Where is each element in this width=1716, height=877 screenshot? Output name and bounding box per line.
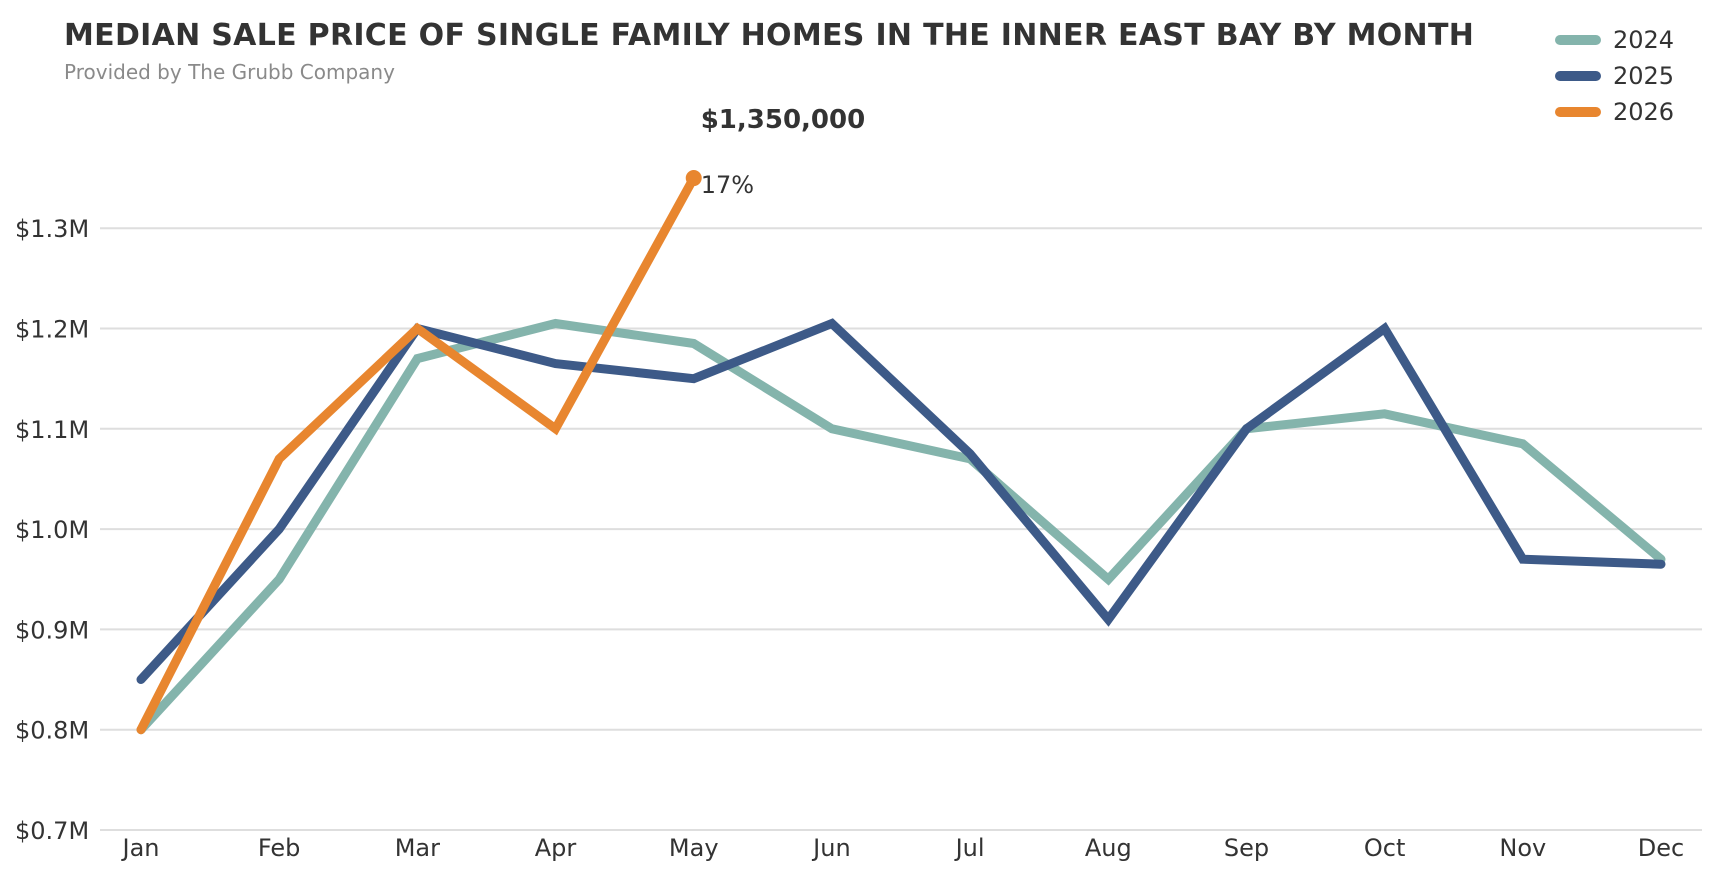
x-tick-label: May (669, 834, 719, 862)
y-tick-label: $0.8M (15, 717, 89, 745)
y-tick-label: $1.2M (15, 316, 89, 344)
x-tick-label: Jun (811, 834, 851, 862)
x-axis-tick-labels: Jan Feb Mar Apr May Jun Jul Aug Sep Oct Nov Dec (121, 834, 1685, 862)
x-tick-label: Mar (395, 834, 440, 862)
chart-title: MEDIAN SALE PRICE OF SINGLE FAMILY HOMES… (64, 18, 1475, 53)
x-tick-label: Apr (535, 834, 577, 862)
y-tick-label: $1.0M (15, 516, 89, 544)
series-lines (136, 170, 1666, 735)
y-tick-label: $1.3M (15, 215, 89, 243)
legend-swatch-2025 (1555, 71, 1601, 81)
series-line-2025 (136, 318, 1666, 684)
legend-swatch-2024 (1555, 35, 1601, 45)
legend-item-2026: 2026 (1555, 94, 1674, 130)
x-tick-label: Dec (1638, 834, 1684, 862)
annotations: $1,350,000 17% (701, 105, 865, 199)
x-tick-label: Oct (1364, 834, 1406, 862)
x-tick-label: Aug (1085, 834, 1132, 862)
y-tick-label: $1.1M (15, 416, 89, 444)
x-tick-label: Feb (258, 834, 301, 862)
annotation-value-label: $1,350,000 (701, 105, 865, 135)
legend-swatch-2026 (1555, 107, 1601, 117)
y-tick-label: $0.9M (15, 616, 89, 644)
chart-legend: 2024 2025 2026 (1555, 22, 1674, 130)
y-axis-tick-labels: $0.7M $0.8M $0.9M $1.0M $1.1M $1.2M $1.3M (15, 215, 89, 845)
y-tick-label: $0.7M (15, 817, 89, 845)
x-tick-label: Sep (1224, 834, 1269, 862)
x-tick-label: Jul (954, 834, 985, 862)
legend-label-2024: 2024 (1613, 26, 1675, 54)
latest-point-marker (685, 170, 702, 187)
gridlines (100, 227, 1702, 831)
legend-label-2026: 2026 (1613, 98, 1675, 126)
annotation-change-label: 17% (701, 171, 754, 199)
legend-item-2025: 2025 (1555, 58, 1674, 94)
x-tick-label: Nov (1499, 834, 1546, 862)
x-tick-label: Jan (121, 834, 160, 862)
legend-item-2024: 2024 (1555, 22, 1674, 58)
series-line-2024 (136, 318, 1666, 735)
legend-label-2025: 2025 (1613, 62, 1675, 90)
chart-subtitle: Provided by The Grubb Company (64, 60, 395, 84)
series-line-2026 (136, 173, 699, 735)
